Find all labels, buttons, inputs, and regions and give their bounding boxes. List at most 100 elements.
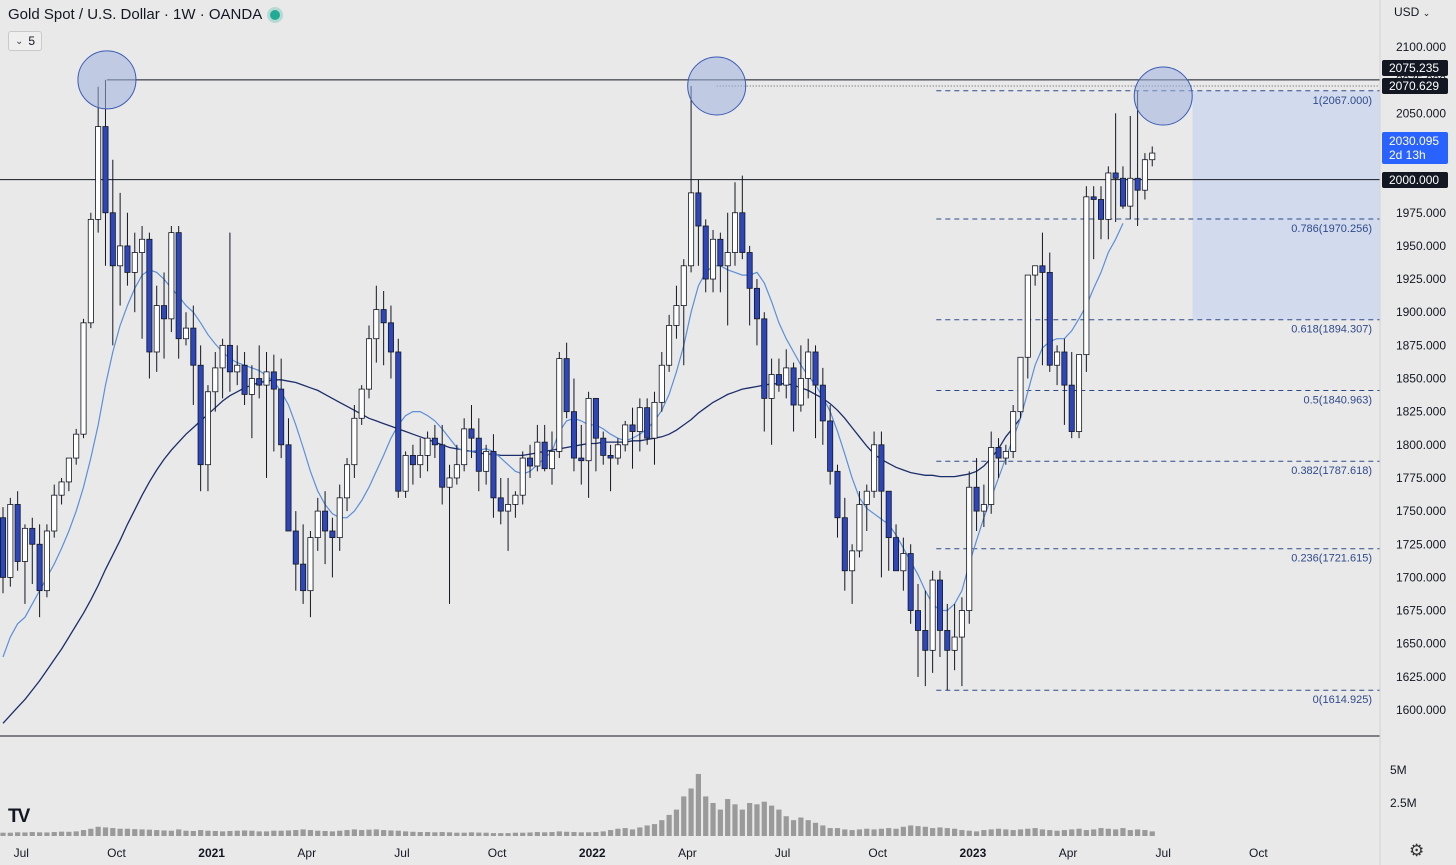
volume-bar [820, 825, 826, 836]
time-tick-label: Apr [678, 846, 697, 860]
candle-body [724, 252, 731, 267]
volume-bar [1003, 829, 1009, 836]
volume-bar [1120, 828, 1126, 836]
volume-bar [944, 828, 950, 836]
volume-bar [1032, 828, 1038, 836]
volume-bar [66, 831, 72, 836]
candle-body [204, 391, 211, 466]
candle-body [739, 212, 746, 253]
volume-bar [571, 832, 577, 836]
candle-body [761, 318, 768, 399]
volume-bar [322, 830, 328, 836]
price-tick-label: 1775.000 [1396, 471, 1446, 485]
candle-body [190, 327, 197, 366]
volume-bar [168, 830, 174, 836]
candle-body [175, 232, 182, 340]
volume-bar [908, 825, 914, 836]
volume-bar [1098, 828, 1104, 836]
volume-bar [461, 832, 467, 836]
candle-body [1017, 356, 1024, 413]
candle-body [102, 126, 109, 214]
volume-bar [7, 832, 13, 836]
volume-bar [637, 827, 643, 836]
symbol-header[interactable]: Gold Spot / U.S. Dollar · 1W · OANDA [8, 6, 281, 23]
candle-body [717, 238, 724, 267]
volume-bar [622, 828, 628, 836]
volume-bar [124, 828, 131, 836]
candle-body [1105, 172, 1112, 220]
price-tick-label: 1750.000 [1396, 504, 1446, 518]
candle-body [753, 287, 760, 320]
fib-level-label: 1(2067.000) [1313, 95, 1372, 107]
volume-bar [959, 830, 965, 836]
candle-body [131, 252, 138, 273]
volume-bar [278, 830, 284, 836]
fib-level-label: 0.5(1840.963) [1304, 394, 1373, 406]
volume-bar [783, 816, 789, 836]
volume-bar [1047, 830, 1053, 836]
candle-body [878, 444, 885, 492]
candle-body [592, 397, 599, 439]
candle-body [336, 497, 343, 539]
candle-body [1010, 411, 1017, 452]
time-tick-label: Jul [394, 846, 409, 860]
time-tick-label: Jul [1156, 846, 1171, 860]
candle-body [1024, 274, 1031, 358]
price-tick-label: 1675.000 [1396, 604, 1446, 618]
candle-body [226, 344, 233, 373]
price-tick-label: 1850.000 [1396, 372, 1446, 386]
volume-bar [1083, 830, 1089, 836]
candle-body [424, 437, 431, 456]
volume-bar [1017, 829, 1024, 836]
price-tick-label: 1925.000 [1396, 272, 1446, 286]
candle-body [212, 367, 219, 393]
candle-body [929, 579, 936, 651]
slow-moving-average-line [2, 379, 1022, 724]
volume-bar [139, 829, 145, 836]
candle-body [95, 126, 102, 220]
volume-bar [88, 828, 94, 836]
volume-bar [527, 832, 533, 836]
fib-level-label: 0.382(1787.618) [1291, 465, 1372, 477]
volume-bar [995, 828, 1002, 836]
volume-bar [183, 830, 189, 836]
volume-bar [381, 830, 387, 836]
candle-body [14, 504, 21, 562]
volume-bar [842, 829, 848, 836]
volume-bar [373, 829, 379, 836]
volume-bar [498, 833, 504, 836]
candle-body [358, 388, 365, 419]
price-tick-label: 1700.000 [1396, 570, 1446, 584]
indicators-collapse-button[interactable]: ⌄ 5 [8, 31, 43, 51]
price-tick-label: 1650.000 [1396, 637, 1446, 651]
candle-body [87, 218, 94, 324]
candle-body [629, 424, 636, 432]
gear-icon[interactable]: ⚙ [1409, 841, 1425, 860]
candle-body [117, 245, 124, 267]
volume-bar [827, 828, 833, 836]
candle-body [885, 490, 892, 539]
candle-body [863, 490, 870, 505]
candle-body [409, 455, 416, 466]
time-tick-label: Jul [14, 846, 29, 860]
candle-body [541, 441, 548, 470]
last-price-label: 2030.095 [1389, 134, 1439, 148]
currency-selector[interactable]: USD ⌄ [1394, 5, 1430, 19]
candle-body [431, 437, 438, 446]
target-zone [1192, 90, 1380, 320]
price-tick-label: 1875.000 [1396, 338, 1446, 352]
candle-body [570, 411, 577, 459]
volume-bar [307, 830, 314, 836]
price-tick-label: 1800.000 [1396, 438, 1446, 452]
candle-body [256, 378, 263, 386]
candle-body [556, 358, 563, 452]
candle-body [834, 470, 841, 519]
candle-body [461, 428, 468, 466]
candle-body [988, 447, 995, 505]
volume-bar [703, 796, 709, 836]
volume-bar [981, 830, 987, 836]
volume-bar [161, 830, 167, 836]
candle-body [951, 636, 958, 651]
tradingview-logo: TV [8, 806, 30, 827]
